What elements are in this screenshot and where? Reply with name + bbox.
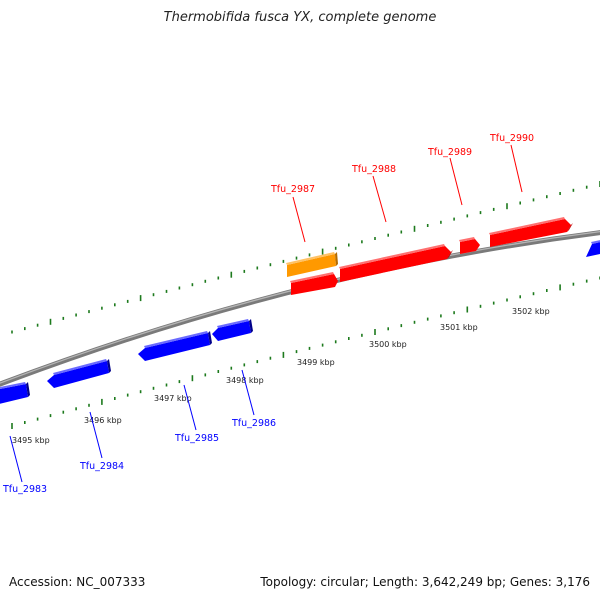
gene-partial-right[interactable] <box>586 239 600 257</box>
gene-tfu-2984[interactable] <box>47 359 111 388</box>
inner-scale <box>11 276 600 429</box>
leader-tfu-2985 <box>183 384 197 431</box>
topology-text: Topology: circular; Length: 3,642,249 bp… <box>260 575 590 589</box>
gene-tfu-2985[interactable] <box>138 331 212 361</box>
tick-label-3500: 3500 kbp <box>369 340 407 349</box>
leader-tfu-2984 <box>89 411 103 459</box>
gene-tfu-2988[interactable] <box>339 244 453 282</box>
accession-text: Accession: NC_007333 <box>9 575 146 589</box>
tick-label-3501: 3501 kbp <box>440 323 478 332</box>
leader-tfu-2986 <box>241 369 255 416</box>
leader-tfu-2989 <box>449 157 463 206</box>
gene-label-tfu-2985[interactable]: Tfu_2985 <box>174 433 219 444</box>
gene-label-tfu-2983[interactable]: Tfu_2983 <box>2 484 47 495</box>
tick-label-3499: 3499 kbp <box>297 358 335 367</box>
gene-label-tfu-2988[interactable]: Tfu_2988 <box>351 164 396 175</box>
tick-label-3502: 3502 kbp <box>512 307 550 316</box>
gene-label-tfu-2984[interactable]: Tfu_2984 <box>79 461 124 472</box>
leader-tfu-2990 <box>510 144 523 193</box>
leader-tfu-2988 <box>372 175 387 223</box>
gene-label-tfu-2987[interactable]: Tfu_2987 <box>270 184 315 195</box>
leader-tfu-2983 <box>9 435 23 483</box>
gene-tfu-2990[interactable] <box>489 217 573 247</box>
gene-tfu-2987-red[interactable] <box>290 272 338 295</box>
gene-label-tfu-2986[interactable]: Tfu_2986 <box>231 418 276 429</box>
tick-label-3497: 3497 kbp <box>154 394 192 403</box>
gene-tfu-2986[interactable] <box>212 319 253 341</box>
gene-tfu-2987[interactable] <box>286 252 338 277</box>
gene-tfu-2983[interactable] <box>0 382 30 405</box>
tick-label-3496: 3496 kbp <box>84 416 122 425</box>
gene-tfu-2989[interactable] <box>459 237 480 254</box>
leader-tfu-2987 <box>292 196 306 243</box>
outer-scale <box>11 181 600 334</box>
gene-label-tfu-2990[interactable]: Tfu_2990 <box>489 133 534 144</box>
tick-label-3495: 3495 kbp <box>12 436 50 445</box>
map-title: Thermobifida fusca YX, complete genome <box>163 10 437 25</box>
gene-label-tfu-2989[interactable]: Tfu_2989 <box>427 147 472 158</box>
